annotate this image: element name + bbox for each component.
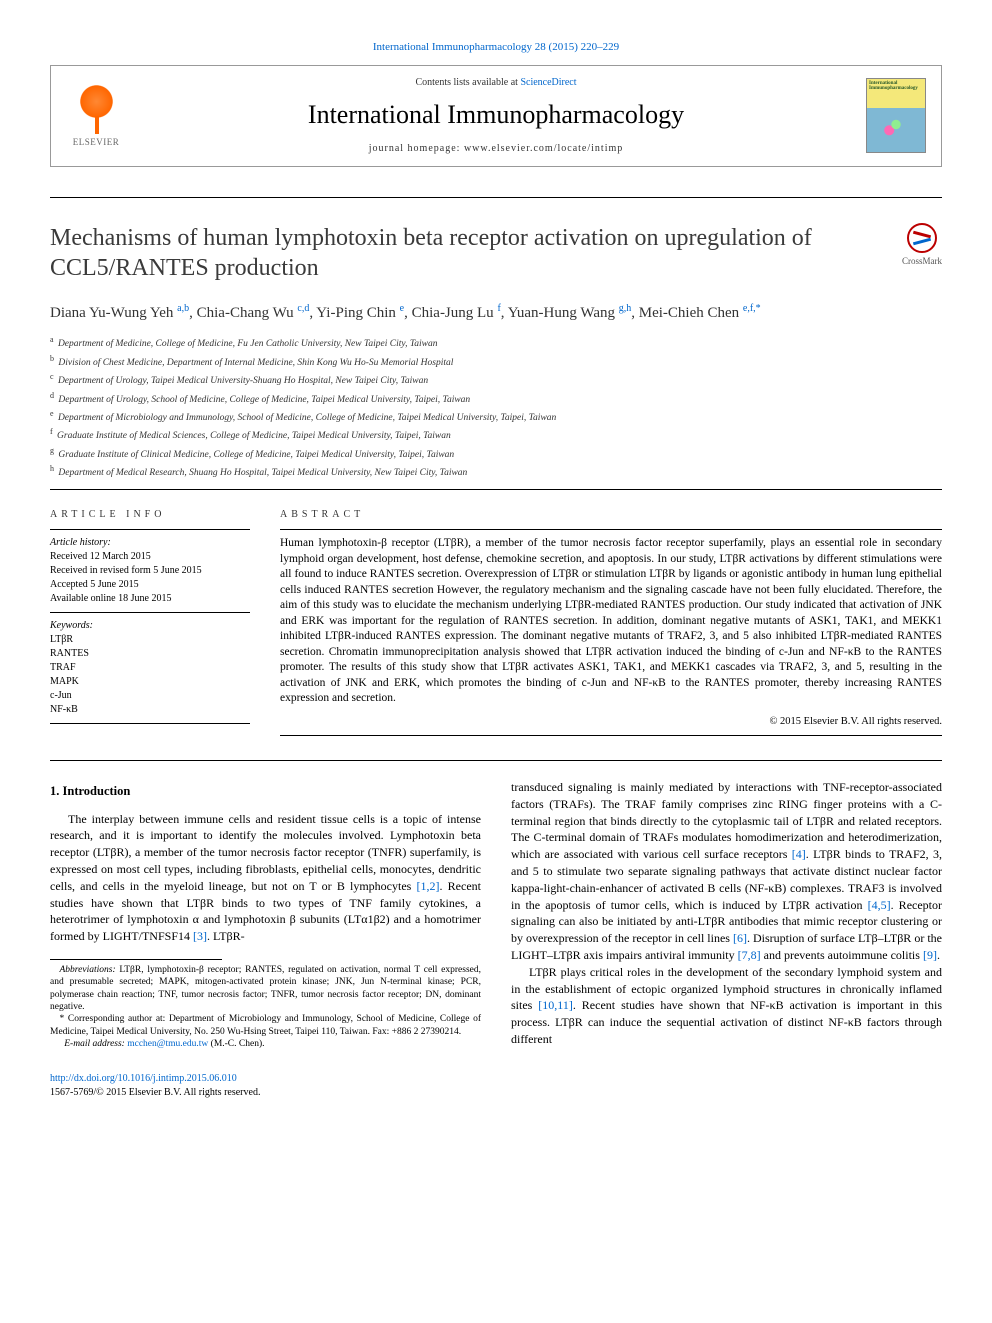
info-rule-3 <box>50 723 250 724</box>
journal-citation-name: International Immunopharmacology <box>373 41 532 53</box>
sciencedirect-link[interactable]: ScienceDirect <box>520 77 576 88</box>
corresponding-footnote: * Corresponding author at: Department of… <box>50 1013 481 1038</box>
keyword-item: LTβR <box>50 633 250 647</box>
email-label: E-mail address: <box>64 1039 125 1049</box>
info-abstract-row: article info Article history: Received 1… <box>50 508 942 742</box>
crossmark-label: CrossMark <box>902 255 942 267</box>
affiliation-item: h Department of Medical Research, Shuang… <box>50 463 942 480</box>
elsevier-tree-icon <box>74 84 119 134</box>
abstract-rule-top <box>280 529 942 530</box>
journal-homepage: journal homepage: www.elsevier.com/locat… <box>146 142 846 156</box>
keywords-label: Keywords: <box>50 619 250 633</box>
article-info-head: article info <box>50 508 250 522</box>
ref-7-8[interactable]: [7,8] <box>738 948 761 962</box>
journal-header: ELSEVIER Contents lists available at Sci… <box>50 65 942 167</box>
ref-4-5[interactable]: [4,5] <box>868 898 891 912</box>
ref-9[interactable]: [9] <box>923 948 937 962</box>
affiliation-item: b Division of Chest Medicine, Department… <box>50 353 942 370</box>
intro-p3-b: . Recent studies have shown that NF-κB a… <box>511 998 942 1046</box>
body-columns: 1. Introduction The interplay between im… <box>50 779 942 1050</box>
info-rule-2 <box>50 612 250 613</box>
homepage-url[interactable]: www.elsevier.com/locate/intimp <box>464 143 623 154</box>
article-history: Article history: Received 12 March 2015 … <box>50 536 250 606</box>
header-center: Contents lists available at ScienceDirec… <box>146 76 846 156</box>
journal-name: International Immunopharmacology <box>146 97 846 132</box>
email-suffix: (M.-C. Chen). <box>208 1039 264 1049</box>
affiliation-item: c Department of Urology, Taipei Medical … <box>50 371 942 388</box>
abbrev-label: Abbreviations: <box>60 965 116 975</box>
article-info-column: article info Article history: Received 1… <box>50 508 250 742</box>
ref-10-11[interactable]: [10,11] <box>538 998 573 1012</box>
keyword-item: NF-κB <box>50 703 250 717</box>
ref-4[interactable]: [4] <box>792 847 806 861</box>
keywords-list: LTβRRANTESTRAFMAPKc-JunNF-κB <box>50 633 250 717</box>
ref-1-2[interactable]: [1,2] <box>417 879 440 893</box>
corr-label: * Corresponding author at: <box>60 1014 166 1024</box>
cover-label: International Immunopharmacology <box>869 81 925 91</box>
affiliation-item: g Graduate Institute of Clinical Medicin… <box>50 445 942 462</box>
intro-p3: LTβR plays critical roles in the develop… <box>511 964 942 1048</box>
abstract-head: abstract <box>280 508 942 522</box>
crossmark-badge[interactable]: CrossMark <box>902 223 942 267</box>
abstract-column: abstract Human lymphotoxin-β receptor (L… <box>280 508 942 742</box>
article-title: Mechanisms of human lymphotoxin beta rec… <box>50 223 887 283</box>
crossmark-icon <box>907 223 937 253</box>
rule-before-body <box>50 760 942 761</box>
contents-prefix: Contents lists available at <box>415 77 520 88</box>
intro-p2-e: and prevents autoimmune colitis <box>761 948 923 962</box>
elsevier-label: ELSEVIER <box>73 136 120 148</box>
doi-link[interactable]: http://dx.doi.org/10.1016/j.intimp.2015.… <box>50 1073 237 1084</box>
intro-p2: transduced signaling is mainly mediated … <box>511 779 942 964</box>
keyword-item: RANTES <box>50 647 250 661</box>
rule-below-affil <box>50 489 942 490</box>
intro-p2-f: . <box>937 948 940 962</box>
intro-heading: 1. Introduction <box>50 783 481 801</box>
rule-top <box>50 197 942 198</box>
info-rule-1 <box>50 529 250 530</box>
affiliation-item: a Department of Medicine, College of Med… <box>50 334 942 351</box>
journal-cover-thumbnail[interactable]: International Immunopharmacology <box>866 78 926 153</box>
history-online: Available online 18 June 2015 <box>50 592 250 606</box>
intro-p1: The interplay between immune cells and r… <box>50 811 481 945</box>
affiliation-item: e Department of Microbiology and Immunol… <box>50 408 942 425</box>
intro-p1-c: . LTβR- <box>207 929 245 943</box>
abstract-copyright: © 2015 Elsevier B.V. All rights reserved… <box>280 715 942 729</box>
footnotes: Abbreviations: LTβR, lymphotoxin-β recep… <box>50 964 481 1050</box>
keywords: Keywords: LTβRRANTESTRAFMAPKc-JunNF-κB <box>50 619 250 717</box>
history-accepted: Accepted 5 June 2015 <box>50 578 250 592</box>
abstract-text: Human lymphotoxin-β receptor (LTβR), a m… <box>280 536 942 707</box>
email-link[interactable]: mcchen@tmu.edu.tw <box>127 1039 208 1049</box>
email-footnote: E-mail address: mcchen@tmu.edu.tw (M.-C.… <box>50 1038 481 1050</box>
history-received: Received 12 March 2015 <box>50 550 250 564</box>
authors: Diana Yu-Wung Yeh a,b, Chia-Chang Wu c,d… <box>50 301 942 325</box>
ref-3[interactable]: [3] <box>193 929 207 943</box>
journal-citation-link[interactable]: International Immunopharmacology 28 (201… <box>50 40 942 55</box>
abbrev-text: LTβR, lymphotoxin-β receptor; RANTES, re… <box>50 965 481 1012</box>
abstract-rule-bottom <box>280 735 942 736</box>
affiliation-item: f Graduate Institute of Medical Sciences… <box>50 426 942 443</box>
journal-citation-pages: 28 (2015) 220–229 <box>535 41 619 53</box>
keyword-item: MAPK <box>50 675 250 689</box>
footnote-rule <box>50 959 222 960</box>
affiliation-item: d Department of Urology, School of Medic… <box>50 390 942 407</box>
bottom-bar: http://dx.doi.org/10.1016/j.intimp.2015.… <box>50 1072 942 1099</box>
issn-copyright: 1567-5769/© 2015 Elsevier B.V. All right… <box>50 1086 942 1100</box>
affiliations: a Department of Medicine, College of Med… <box>50 334 942 480</box>
abbrev-footnote: Abbreviations: LTβR, lymphotoxin-β recep… <box>50 964 481 1013</box>
history-revised: Received in revised form 5 June 2015 <box>50 564 250 578</box>
ref-6[interactable]: [6] <box>733 931 747 945</box>
elsevier-logo[interactable]: ELSEVIER <box>66 81 126 151</box>
history-label: Article history: <box>50 536 250 550</box>
title-row: Mechanisms of human lymphotoxin beta rec… <box>50 223 942 283</box>
keyword-item: TRAF <box>50 661 250 675</box>
keyword-item: c-Jun <box>50 689 250 703</box>
contents-line: Contents lists available at ScienceDirec… <box>146 76 846 90</box>
homepage-label: journal homepage: <box>369 143 464 154</box>
